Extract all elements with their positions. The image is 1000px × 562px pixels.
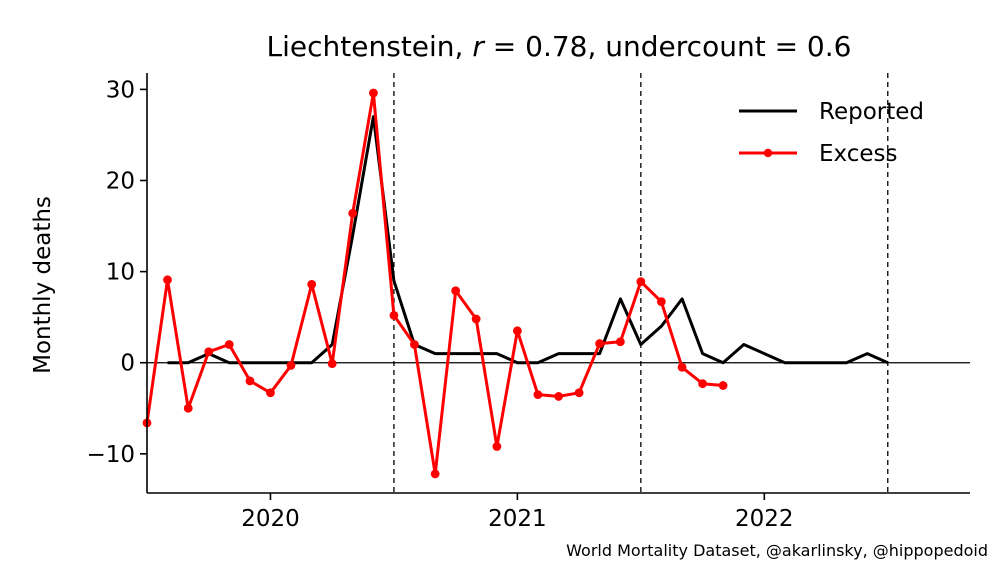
chart-title-prefix: Liechtenstein,: [267, 30, 473, 63]
y-axis-title: Monthly deaths: [30, 196, 56, 374]
excess-point: [554, 392, 564, 401]
excess-point: [183, 403, 193, 413]
excess-point: [369, 88, 378, 98]
excess-series-line: [145, 91, 724, 476]
excess-point: [471, 314, 481, 324]
excess-point: [451, 286, 461, 296]
excess-point: [718, 381, 728, 390]
excess-point: [266, 388, 275, 398]
excess-point: [389, 310, 399, 320]
y-tick-label: 10: [106, 260, 135, 286]
excess-point: [204, 347, 214, 357]
excess-point: [615, 337, 625, 347]
excess-point: [163, 275, 172, 285]
excess-point: [595, 339, 605, 348]
excess-point: [348, 208, 358, 218]
y-tick-label: 0: [120, 351, 135, 377]
chart-title-rest: = 0.78, undercount = 0.6: [484, 30, 852, 63]
excess-point: [533, 390, 543, 400]
excess-point: [327, 359, 337, 369]
plot-area: −10 0 10 20 30 2020 2021 2022: [86, 73, 970, 532]
y-tick-label: 20: [106, 169, 135, 195]
excess-point: [492, 442, 502, 451]
excess-point: [430, 469, 440, 479]
excess-point: [677, 362, 687, 372]
y-tick-label: 30: [106, 77, 135, 103]
legend-excess-marker: [763, 148, 773, 158]
excess-point: [636, 277, 646, 287]
excess-point: [512, 326, 522, 336]
excess-point: [307, 279, 317, 289]
excess-point: [224, 340, 234, 349]
legend: Reported Excess: [739, 99, 924, 167]
excess-point: [698, 379, 707, 389]
x-tick-label: 2021: [488, 506, 547, 532]
legend-reported-label: Reported: [819, 99, 924, 125]
excess-point: [574, 388, 584, 398]
chart-title-r: r: [472, 30, 485, 63]
credit-text: World Mortality Dataset, @akarlinsky, @h…: [566, 541, 988, 560]
legend-excess-label: Excess: [819, 141, 898, 167]
y-tick-label: −10: [86, 442, 135, 468]
excess-point: [245, 376, 255, 386]
excess-point: [656, 297, 666, 307]
x-tick-label: 2020: [241, 506, 300, 532]
excess-point: [286, 361, 296, 370]
x-tick-label: 2022: [735, 506, 794, 532]
chart-title: Liechtenstein, r = 0.78, undercount = 0.…: [267, 30, 852, 63]
excess-point: [410, 340, 419, 349]
